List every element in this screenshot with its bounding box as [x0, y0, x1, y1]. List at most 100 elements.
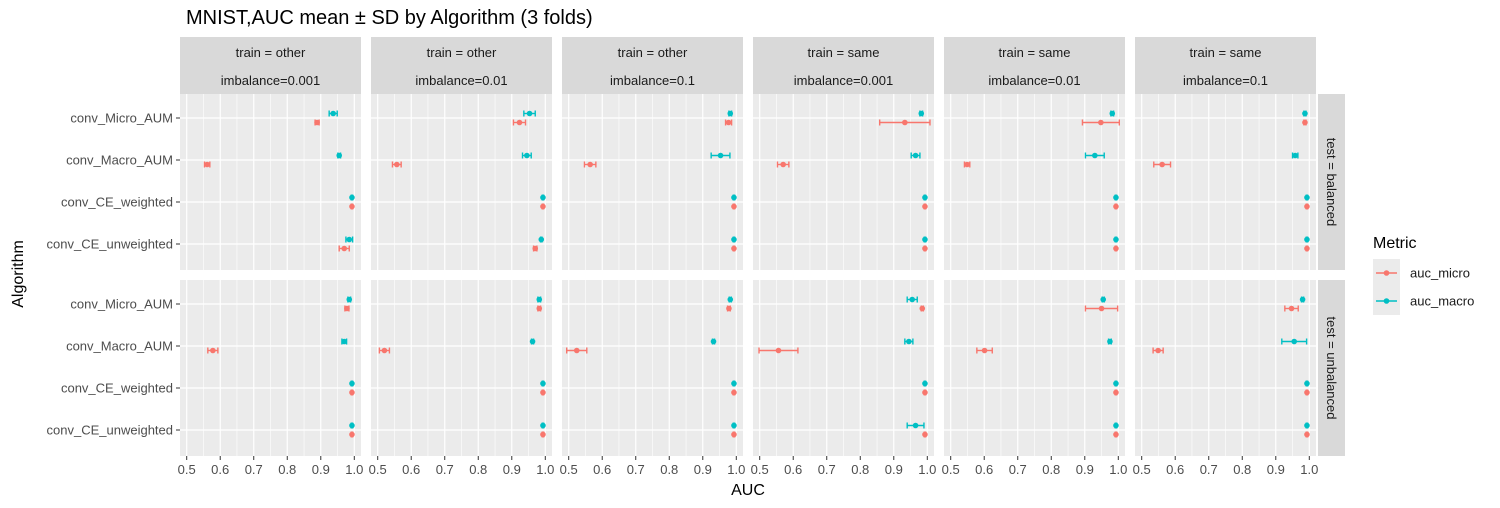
x-tick-label: 0.6 [211, 462, 229, 477]
data-point-macro [540, 422, 546, 429]
x-tick-label: 0.5 [369, 462, 387, 477]
data-point-macro [1304, 236, 1310, 243]
data-point-macro [330, 110, 336, 117]
data-point-micro [731, 245, 737, 252]
x-tick-label: 0.8 [1233, 462, 1251, 477]
x-tick-label: 1.0 [536, 462, 554, 477]
data-point-micro [341, 245, 348, 252]
data-point-macro [731, 422, 737, 429]
facet-panel [562, 94, 743, 270]
facet-panel [944, 280, 1125, 456]
x-tick-label: 0.7 [436, 462, 454, 477]
x-tick-label: 1.0 [1300, 462, 1318, 477]
data-point-micro [573, 347, 580, 354]
data-point-micro [349, 203, 355, 210]
x-tick-label: 1.0 [345, 462, 363, 477]
data-point-micro [349, 389, 355, 396]
data-point-micro [726, 305, 732, 312]
col-strip-label: train = same [1190, 45, 1262, 60]
data-point-micro [1302, 119, 1308, 126]
data-point-macro [731, 194, 737, 201]
data-point-macro [710, 338, 717, 345]
data-point-macro [1109, 110, 1116, 117]
y-tick-label: conv_Micro_AUM [70, 111, 173, 126]
facet-panel [753, 94, 934, 270]
data-point-micro [731, 203, 737, 210]
data-point-micro [1155, 347, 1161, 354]
data-point-macro [731, 380, 737, 387]
x-tick-label: 0.6 [784, 462, 802, 477]
col-strip [180, 37, 361, 94]
data-point-macro [1302, 110, 1308, 117]
x-tick-label: 0.6 [402, 462, 420, 477]
data-point-macro [922, 194, 928, 201]
data-point-macro [1304, 380, 1310, 387]
data-point-micro [919, 305, 926, 312]
data-point-macro [540, 194, 546, 201]
x-tick-label: 0.8 [278, 462, 296, 477]
col-strip-label: imbalance=0.001 [794, 73, 893, 88]
data-point-macro [909, 296, 916, 303]
x-tick-label: 0.6 [1166, 462, 1184, 477]
data-point-macro [1304, 194, 1310, 201]
data-point-micro [1098, 305, 1105, 312]
data-point-micro [394, 161, 400, 168]
row-strip [1318, 280, 1345, 456]
data-point-micro [587, 161, 593, 168]
data-point-macro [349, 194, 355, 201]
col-strip [371, 37, 552, 94]
data-point-micro [964, 161, 970, 168]
x-tick-label: 0.8 [851, 462, 869, 477]
data-point-macro [349, 422, 355, 429]
data-point-micro [922, 431, 928, 438]
legend-key-point [1383, 298, 1390, 304]
x-tick-label: 0.7 [1009, 462, 1027, 477]
data-point-micro [1113, 203, 1119, 210]
data-point-micro [1304, 389, 1310, 396]
x-tick-label: 0.9 [885, 462, 903, 477]
col-strip-label: imbalance=0.1 [610, 73, 695, 88]
col-strip-label: train = same [999, 45, 1071, 60]
facet-panel [180, 280, 361, 456]
data-point-macro [912, 422, 919, 429]
data-point-macro [1113, 236, 1119, 243]
x-tick-label: 1.0 [727, 462, 745, 477]
x-tick-label: 0.9 [503, 462, 521, 477]
data-point-micro [349, 431, 355, 438]
y-tick-label: conv_Macro_AUM [66, 153, 173, 168]
data-point-macro [529, 338, 536, 345]
data-point-macro [524, 152, 530, 159]
data-point-micro [540, 389, 546, 396]
data-point-macro [906, 338, 912, 345]
facet-panel [371, 94, 552, 270]
x-axis-title: AUC [731, 482, 765, 499]
data-point-macro [1292, 152, 1299, 159]
x-tick-label: 0.8 [469, 462, 487, 477]
data-point-micro [204, 161, 210, 168]
data-point-macro [1304, 422, 1310, 429]
y-tick-label: conv_CE_weighted [61, 381, 173, 396]
data-point-micro [902, 119, 908, 126]
data-point-micro [1159, 161, 1165, 168]
data-point-micro [210, 347, 216, 354]
legend: Metric auc_micro auc_macro [1373, 235, 1474, 315]
x-tick-label: 0.5 [942, 462, 960, 477]
col-strip-label: imbalance=0.1 [1183, 73, 1268, 88]
legend-label: auc_macro [1410, 294, 1474, 309]
data-point-macro [922, 236, 928, 243]
data-point-micro [922, 203, 928, 210]
x-tick-label: 0.9 [312, 462, 330, 477]
data-point-macro [727, 110, 734, 117]
data-point-micro [314, 119, 320, 126]
col-strip [753, 37, 934, 94]
x-tick-label: 1.0 [1109, 462, 1127, 477]
data-point-micro [1304, 431, 1310, 438]
facet-panel [753, 280, 934, 456]
data-point-micro [1304, 245, 1310, 252]
data-point-micro [981, 347, 988, 354]
col-strip-label: imbalance=0.01 [415, 73, 507, 88]
y-axis-title: Algorithm [10, 240, 27, 308]
facet-panel [562, 280, 743, 456]
col-strip [1135, 37, 1316, 94]
data-point-micro [1113, 431, 1119, 438]
